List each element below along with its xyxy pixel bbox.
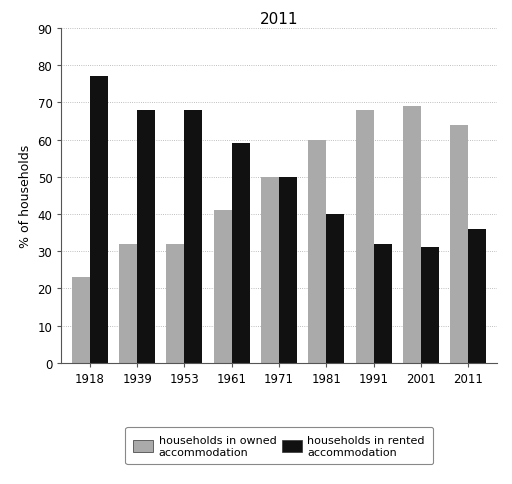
Bar bbox=[356, 111, 374, 363]
Bar bbox=[403, 107, 421, 363]
Bar bbox=[232, 144, 250, 363]
Bar bbox=[421, 248, 439, 363]
Bar bbox=[166, 244, 184, 363]
Bar bbox=[137, 111, 155, 363]
Bar bbox=[119, 244, 137, 363]
Bar bbox=[326, 214, 344, 363]
Bar bbox=[214, 211, 232, 363]
Bar bbox=[374, 244, 392, 363]
Legend: households in owned
accommodation, households in rented
accommodation: households in owned accommodation, house… bbox=[125, 427, 433, 464]
Y-axis label: % of households: % of households bbox=[19, 145, 32, 247]
Bar bbox=[450, 125, 468, 363]
Title: 2011: 2011 bbox=[260, 12, 298, 27]
Bar bbox=[184, 111, 202, 363]
Bar bbox=[468, 229, 486, 363]
Bar bbox=[90, 77, 108, 363]
Bar bbox=[279, 178, 297, 363]
Bar bbox=[72, 278, 90, 363]
Bar bbox=[261, 178, 279, 363]
Bar bbox=[308, 140, 326, 363]
